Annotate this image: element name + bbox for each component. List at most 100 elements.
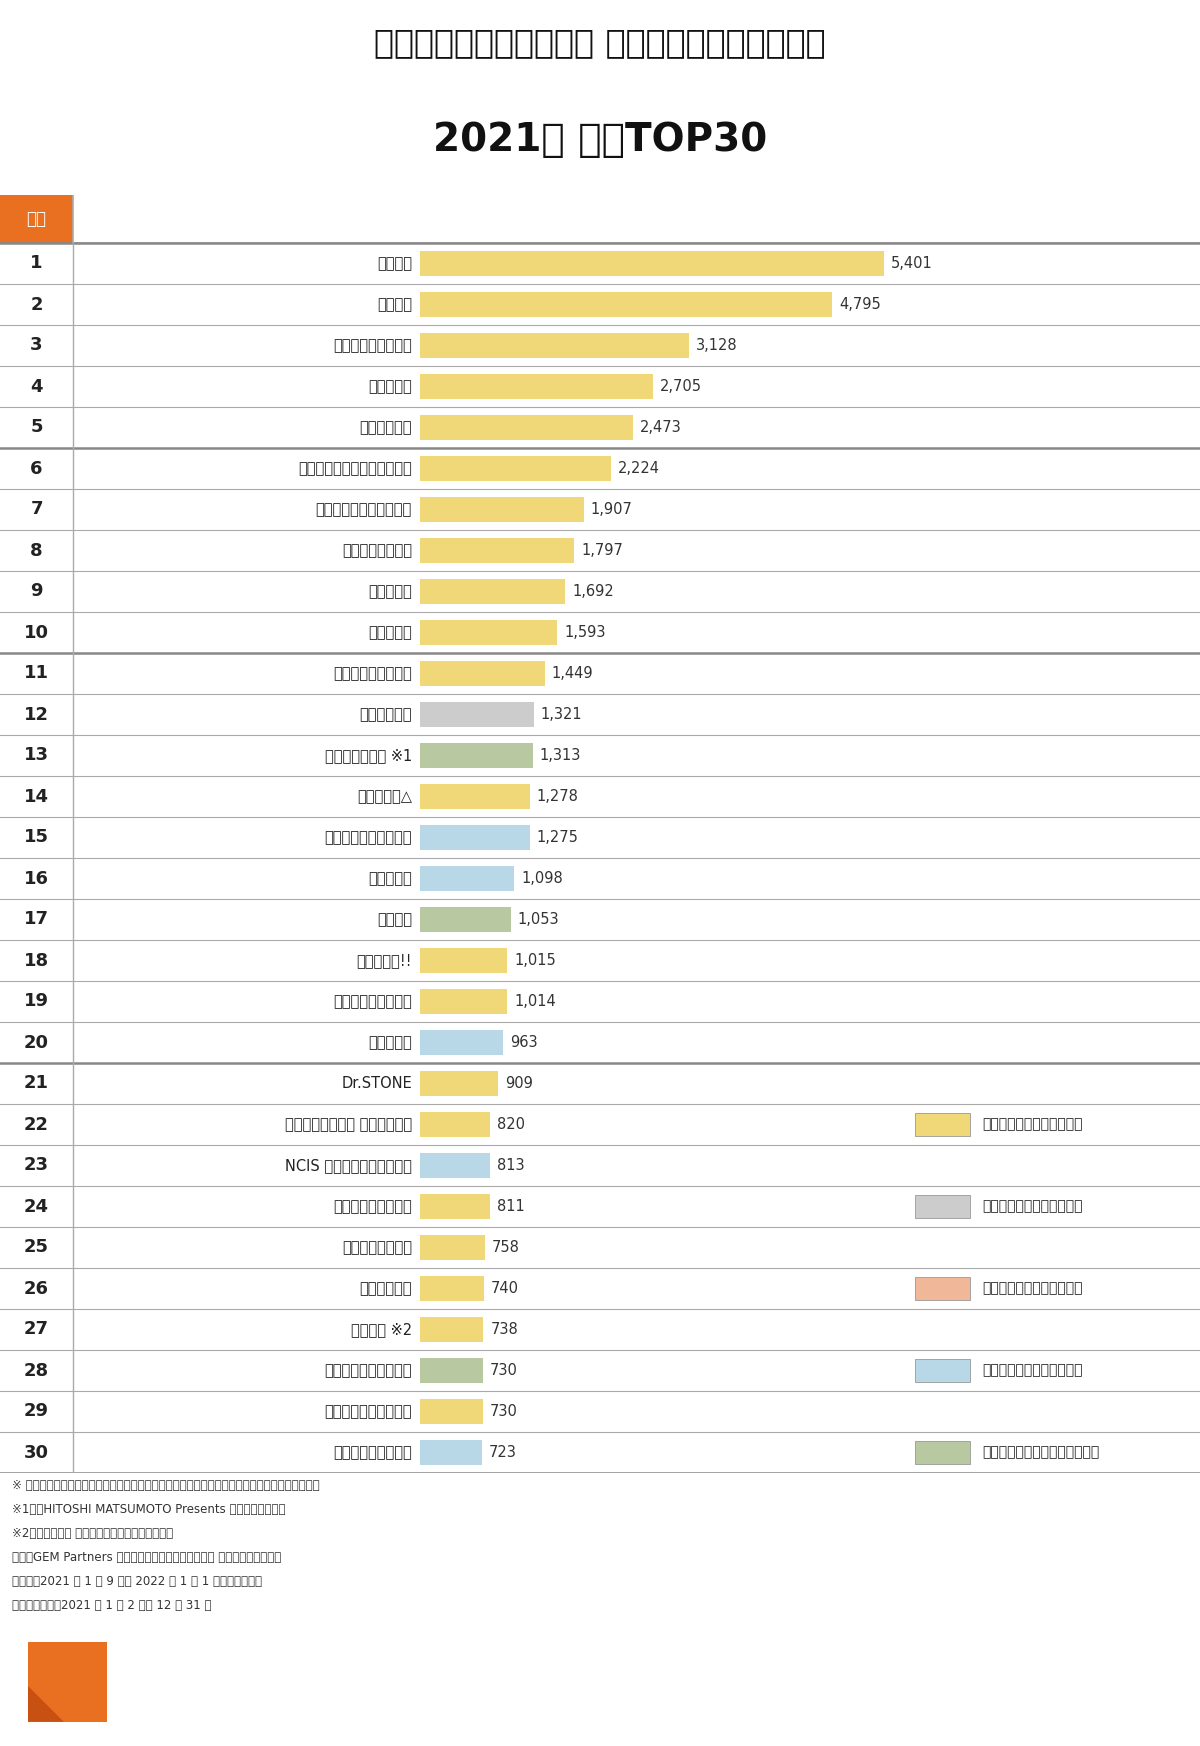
Bar <box>420 1440 482 1465</box>
Bar <box>420 416 632 440</box>
Text: 相席食堂: 相席食堂 <box>377 911 412 927</box>
Text: 6: 6 <box>30 459 43 477</box>
Text: 14: 14 <box>24 787 49 805</box>
Text: 17: 17 <box>24 910 49 929</box>
Bar <box>916 1358 970 1383</box>
Text: 東京リベンジャーズ: 東京リベンジャーズ <box>334 339 412 353</box>
Text: 1,449: 1,449 <box>552 665 593 681</box>
Bar <box>916 1276 970 1301</box>
Text: 1,278: 1,278 <box>536 789 578 803</box>
Text: 23: 23 <box>24 1156 49 1175</box>
Text: 3: 3 <box>30 337 43 354</box>
Text: キングダム: キングダム <box>368 625 412 641</box>
Bar <box>420 742 533 768</box>
Text: 1,014: 1,014 <box>514 993 556 1009</box>
Text: 26: 26 <box>24 1280 49 1297</box>
Text: NCIS ～ネイビー犯罪捜査班: NCIS ～ネイビー犯罪捜査班 <box>286 1158 412 1173</box>
Text: 3,128: 3,128 <box>696 339 738 353</box>
Text: エヴァンゲリオン: エヴァンゲリオン <box>342 543 412 559</box>
Text: 738: 738 <box>491 1322 518 1337</box>
Text: 転生したらスライムだった件: 転生したらスライムだった件 <box>299 461 412 477</box>
Text: 1,015: 1,015 <box>515 953 556 967</box>
Text: ※2：『無職転生 ～異世界行ったら本気だす～』: ※2：『無職転生 ～異世界行ったら本気だす～』 <box>12 1528 173 1540</box>
Bar <box>420 292 833 318</box>
Bar <box>420 620 557 646</box>
Text: 1,053: 1,053 <box>517 911 559 927</box>
Text: 29: 29 <box>24 1402 49 1421</box>
Bar <box>420 374 653 400</box>
Text: ワンピース: ワンピース <box>368 583 412 599</box>
Text: 740: 740 <box>491 1282 518 1296</box>
Text: 13: 13 <box>24 747 49 765</box>
Text: 27: 27 <box>24 1320 49 1339</box>
Text: 21: 21 <box>24 1074 49 1093</box>
Text: 723: 723 <box>490 1446 517 1460</box>
Text: ドキュメンタル ※1: ドキュメンタル ※1 <box>325 747 412 763</box>
Text: 進撃の巨人: 進撃の巨人 <box>368 379 412 395</box>
Text: 2,473: 2,473 <box>640 421 682 435</box>
Text: 1,593: 1,593 <box>564 625 606 641</box>
Text: 2,705: 2,705 <box>660 379 702 395</box>
Text: ドラゴンクエスト ダイの大冒険: ドラゴンクエスト ダイの大冒険 <box>284 1117 412 1131</box>
Text: 22: 22 <box>24 1116 49 1133</box>
Text: ゆるキャン△: ゆるキャン△ <box>358 789 412 803</box>
Text: 811: 811 <box>497 1200 524 1213</box>
Text: ウォーキング・デッド: ウォーキング・デッド <box>324 829 412 845</box>
Text: 963: 963 <box>510 1035 538 1049</box>
Text: 約束のネバーランド: 約束のネバーランド <box>334 665 412 681</box>
Text: 16: 16 <box>24 870 49 887</box>
Bar <box>420 1276 484 1301</box>
Text: 愛の不時着: 愛の不時着 <box>368 1035 412 1049</box>
Text: 909: 909 <box>505 1076 533 1091</box>
Bar <box>916 1440 970 1465</box>
Bar <box>420 1070 498 1096</box>
Bar <box>420 251 884 276</box>
Text: GEMランキングクラブ: GEMランキングクラブ <box>124 1667 346 1697</box>
Text: ポケットモンスター: ポケットモンスター <box>334 1200 412 1213</box>
Text: 30: 30 <box>24 1444 49 1461</box>
Text: 10: 10 <box>24 623 49 641</box>
Bar <box>916 1112 970 1137</box>
Bar <box>420 538 575 564</box>
Text: ハイキュー!!: ハイキュー!! <box>356 953 412 967</box>
Text: エンタテイメントをデータでも楽しむ！: エンタテイメントをデータでも楽しむ！ <box>968 1673 1180 1692</box>
Text: 4,795: 4,795 <box>839 297 881 313</box>
Text: 9: 9 <box>30 583 43 601</box>
Text: 実査日：2021 年 1 月 9 日～ 2022 年 1 月 1 日の毎週土曜日: 実査日：2021 年 1 月 9 日～ 2022 年 1 月 1 日の毎週土曜日 <box>12 1575 262 1589</box>
Text: 2,224: 2,224 <box>618 461 660 477</box>
Text: 孤独のグルメ: 孤独のグルメ <box>360 707 412 723</box>
Text: はたらく細胞: はたらく細胞 <box>360 1282 412 1296</box>
Text: 20: 20 <box>24 1034 49 1051</box>
Bar <box>420 456 611 482</box>
Text: 24: 24 <box>24 1198 49 1215</box>
Bar <box>420 906 510 932</box>
Text: 5,401: 5,401 <box>892 257 934 271</box>
Text: 15: 15 <box>24 829 49 847</box>
Bar <box>420 866 515 890</box>
Text: 定額制動画配信サービス コンテンツ別ランキング: 定額制動画配信サービス コンテンツ別ランキング <box>374 26 826 59</box>
Bar <box>420 988 508 1014</box>
Text: 2: 2 <box>30 295 43 314</box>
Text: ※1：『HITOSHI MATSUMOTO Presents ドキュメンタル』: ※1：『HITOSHI MATSUMOTO Presents ドキュメンタル』 <box>12 1503 286 1516</box>
Text: 820: 820 <box>498 1117 526 1131</box>
Text: 順位: 順位 <box>26 210 47 229</box>
Text: ジョジョの奇妙な冒険: ジョジョの奇妙な冒険 <box>324 1404 412 1419</box>
Text: 呪術廻戦: 呪術廻戦 <box>377 297 412 313</box>
Text: 1,797: 1,797 <box>582 543 623 559</box>
Bar <box>420 1194 490 1219</box>
Bar <box>420 784 530 808</box>
Bar <box>420 1152 490 1179</box>
Bar <box>0 196 73 243</box>
Text: 出典：GEM Partners による定額制動画配信サービス コンテンツ別　調査: 出典：GEM Partners による定額制動画配信サービス コンテンツ別 調査 <box>12 1550 281 1564</box>
Text: 海外アニメシリーズ・映画: 海外アニメシリーズ・映画 <box>982 1282 1082 1296</box>
Text: バチェラー・ジャパン: バチェラー・ジャパン <box>324 1364 412 1378</box>
Text: 18: 18 <box>24 952 49 969</box>
Text: 海外ドラマシリーズ・映画: 海外ドラマシリーズ・映画 <box>982 1364 1082 1378</box>
Text: クレヨンしんちゃん: クレヨンしんちゃん <box>334 993 412 1009</box>
Text: ※ タイトル別調査のため同タイトルのアニメ版・実写版、同タイトルの別作品の区別はつかない: ※ タイトル別調査のため同タイトルのアニメ版・実写版、同タイトルの別作品の区別は… <box>12 1479 319 1491</box>
Bar <box>420 578 565 604</box>
Bar <box>420 1112 491 1137</box>
Bar <box>420 824 529 850</box>
Text: 調査対象期間：2021 年 1 月 2 日～ 12 月 31 日: 調査対象期間：2021 年 1 月 2 日～ 12 月 31 日 <box>12 1599 211 1612</box>
Bar <box>28 1643 107 1722</box>
